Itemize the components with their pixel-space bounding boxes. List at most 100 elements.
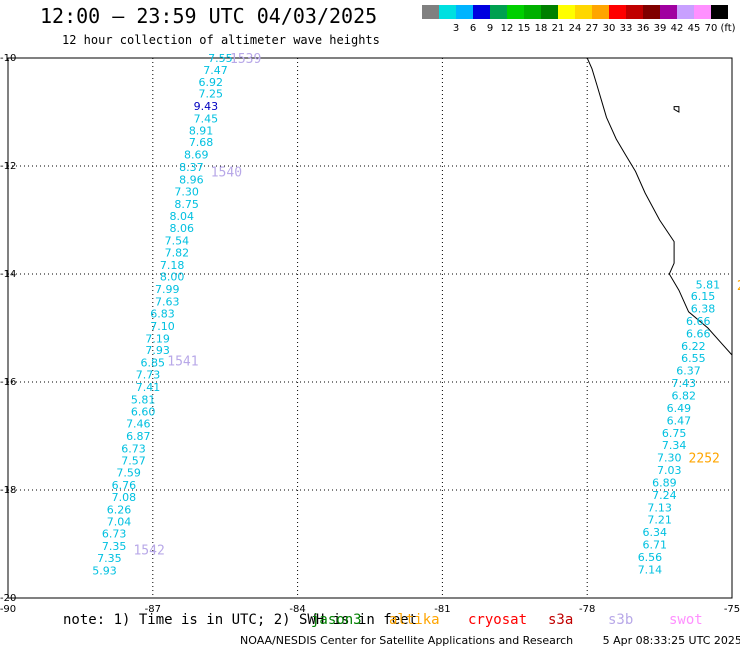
legend-swatch: [558, 5, 575, 19]
wave-height-value: 6.47: [667, 414, 692, 427]
y-tick-label: -18: [0, 485, 16, 496]
wave-height-value: 7.93: [145, 344, 170, 357]
legend-label: 6: [469, 23, 477, 34]
legend-label: 30: [602, 23, 616, 34]
wave-height-value: 7.24: [652, 489, 677, 502]
page-title: 12:00 — 23:59 UTC 04/03/2025: [40, 4, 378, 28]
track-time-label: 2251: [737, 279, 740, 294]
legend-label: 33: [619, 23, 633, 34]
wave-height-value: 8.75: [174, 198, 199, 211]
wave-height-value: 5.81: [696, 278, 721, 291]
legend-label: 12: [500, 23, 514, 34]
wave-height-value: 6.55: [681, 352, 706, 365]
wave-height-value: 7.68: [189, 136, 214, 149]
y-tick-label: -16: [0, 377, 16, 388]
wave-height-value: 7.21: [647, 514, 672, 527]
wave-height-value: 7.34: [662, 439, 687, 452]
legend-label: 21: [551, 23, 565, 34]
y-tick-label: -10: [0, 53, 16, 64]
track-time-label: 1540: [211, 165, 242, 180]
legend-label: 18: [534, 23, 548, 34]
x-tick-label: -84: [289, 604, 305, 615]
legend-swatch: [711, 5, 728, 19]
track-time-label: 2252: [689, 452, 720, 467]
legend-label: 36: [636, 23, 650, 34]
wave-height-value: 6.76: [112, 479, 137, 492]
wave-height-value: 8.37: [179, 161, 204, 174]
legend-label: 24: [568, 23, 582, 34]
wave-height-value: 6.73: [102, 528, 127, 541]
track-time-label: 1542: [133, 543, 164, 558]
wave-height-value: 6.38: [691, 303, 716, 316]
legend-swatch: [643, 5, 660, 19]
wave-height-value: 7.57: [121, 454, 146, 467]
x-tick-label: -87: [145, 604, 161, 615]
wave-height-value: 7.46: [126, 418, 151, 431]
wave-height-value: 7.35: [97, 552, 122, 565]
wave-height-value: 6.75: [662, 427, 687, 440]
wave-height-value: 8.06: [170, 222, 195, 235]
wave-height-value: 7.14: [638, 563, 663, 576]
x-tick-label: -75: [724, 604, 740, 615]
sat-jason3: jason3: [311, 612, 362, 628]
wave-height-value: 7.43: [671, 377, 696, 390]
wave-height-value: 6.49: [667, 402, 692, 415]
wave-height-value: 7.59: [116, 467, 141, 480]
wave-height-value: 6.37: [676, 365, 701, 378]
wave-height-value: 8.91: [189, 124, 214, 137]
wave-height-value: 7.25: [198, 88, 223, 101]
wave-height-value: 7.82: [165, 246, 190, 259]
track-time-label: 1539: [230, 52, 261, 67]
page-subtitle: 12 hour collection of altimeter wave hei…: [62, 33, 380, 47]
legend-swatch: [507, 5, 524, 19]
wave-height-value: 7.30: [174, 185, 199, 198]
wave-height-value: 9.43: [194, 100, 219, 113]
wave-height-value: 6.15: [691, 290, 716, 303]
wave-height-value: 7.10: [150, 320, 175, 333]
legend-swatch: [524, 5, 541, 19]
legend-swatch: [694, 5, 711, 19]
island-outline: [673, 106, 680, 113]
wave-height-value: 6.92: [198, 76, 223, 89]
sat-s3a: s3a: [548, 612, 574, 628]
x-tick-label: -81: [434, 604, 450, 615]
wave-height-value: 6.26: [107, 503, 132, 516]
legend-label: 27: [585, 23, 599, 34]
y-tick-label: -12: [0, 161, 16, 172]
wave-height-value: 6.85: [141, 357, 166, 370]
wave-height-value: 7.35: [102, 540, 127, 553]
wave-height-value: 6.60: [131, 406, 156, 419]
sat-s3b: s3b: [608, 612, 634, 628]
wave-height-value: 7.55: [208, 52, 233, 65]
sat-cryosat: cryosat: [468, 612, 528, 628]
wave-height-value: 7.45: [194, 112, 219, 125]
wave-height-value: 8.00: [160, 271, 185, 284]
sat-swot: swot: [669, 612, 703, 628]
legend-swatch: [626, 5, 643, 19]
wave-height-value: 6.71: [643, 539, 668, 552]
wave-height-value: 7.04: [107, 515, 132, 528]
wave-height-value: 7.47: [203, 64, 228, 77]
wave-height-value: 6.66: [686, 327, 711, 340]
wave-height-value: 7.08: [112, 491, 137, 504]
legend-swatch: [677, 5, 694, 19]
legend-swatch: [422, 5, 439, 19]
wave-height-value: 6.34: [643, 526, 668, 539]
sat-altika: altika: [389, 612, 440, 628]
wave-height-value: 6.83: [150, 307, 175, 320]
wave-height-value: 7.63: [155, 296, 180, 309]
legend-swatch: [490, 5, 507, 19]
x-tick-label: -78: [579, 604, 595, 615]
legend-swatch: [439, 5, 456, 19]
legend-swatch: [575, 5, 592, 19]
wave-height-value: 7.41: [136, 381, 161, 394]
footer-agency: NOAA/NESDIS Center for Satellite Applica…: [240, 634, 574, 647]
wave-height-value: 6.87: [126, 430, 151, 443]
wave-height-value: 7.99: [155, 283, 180, 296]
wave-height-value: 5.93: [92, 564, 117, 577]
wave-height-value: 8.04: [170, 210, 195, 223]
footer-timestamp: 5 Apr 08:33:25 UTC 2025: [602, 634, 740, 647]
wave-height-value: 7.19: [145, 332, 170, 345]
legend-swatch: [473, 5, 490, 19]
